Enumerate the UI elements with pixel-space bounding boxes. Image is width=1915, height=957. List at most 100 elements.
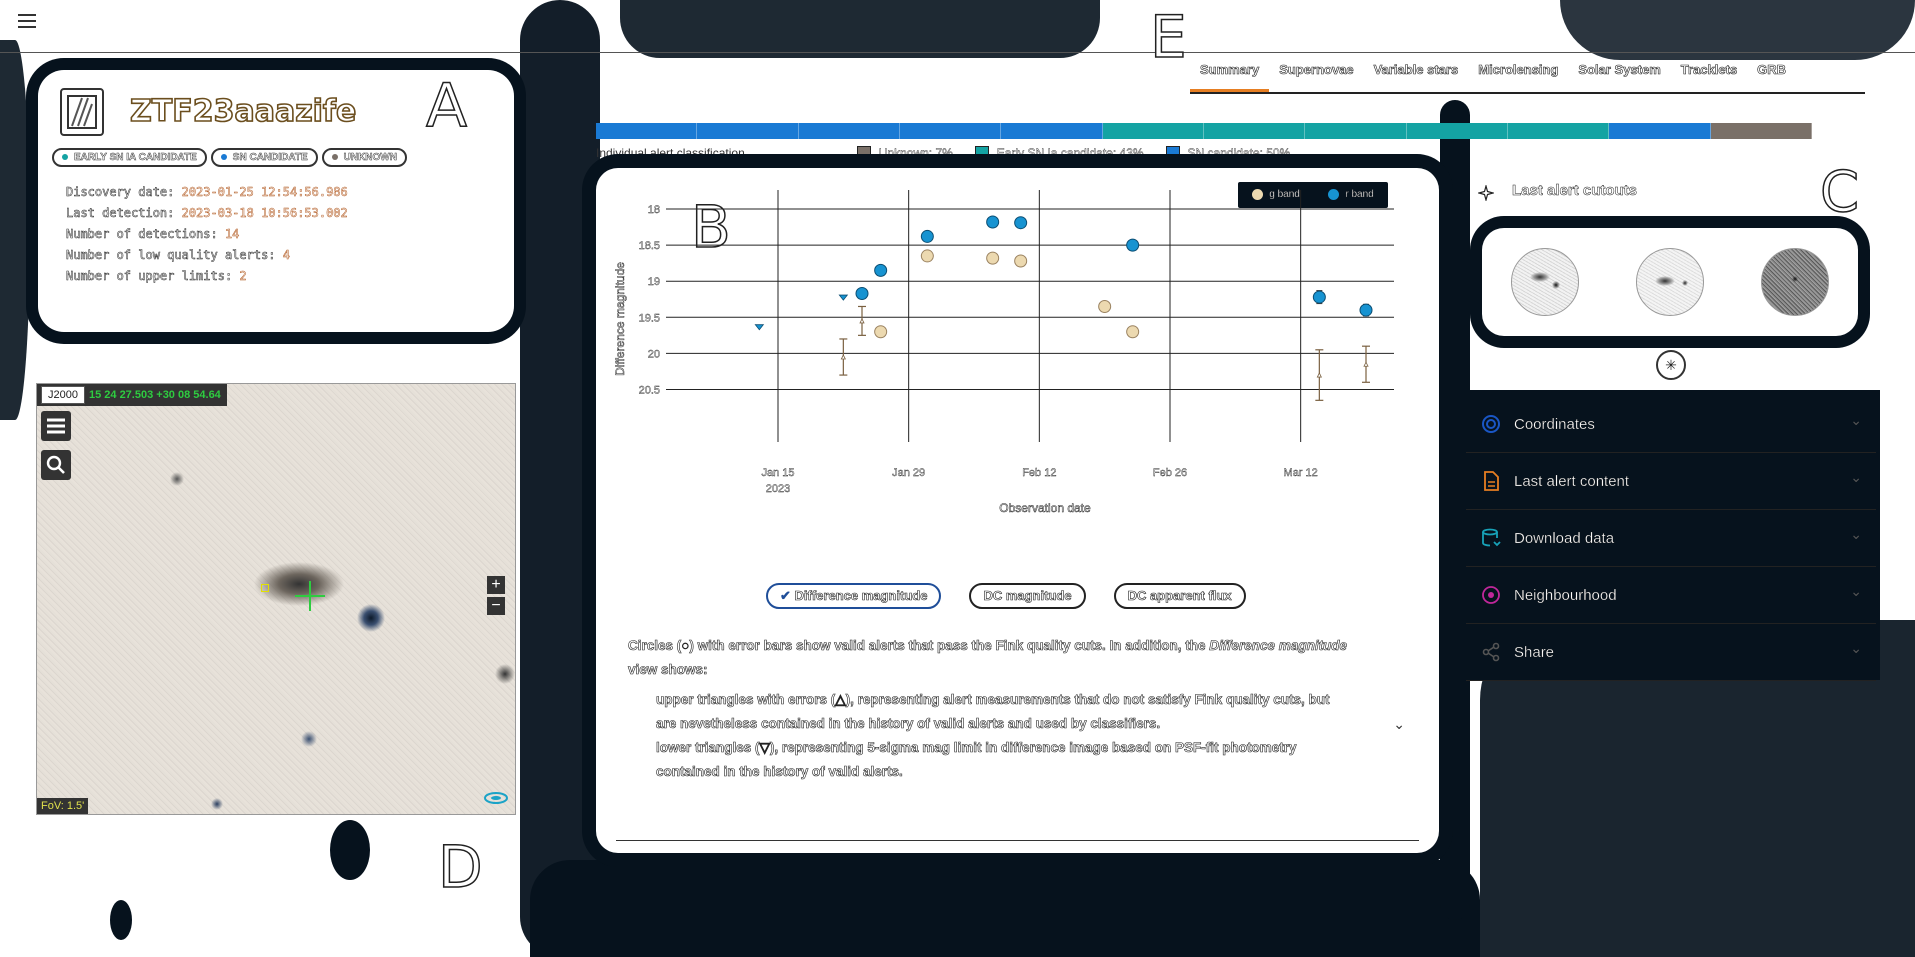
classification-segment[interactable]	[596, 123, 698, 139]
classification-segment[interactable]	[899, 123, 1002, 139]
tab-variable-stars[interactable]: Variable stars	[1373, 62, 1459, 78]
classification-segment[interactable]	[1102, 123, 1204, 139]
template-cutout[interactable]	[1635, 248, 1704, 316]
mode-button-label: DC apparent flux	[1127, 588, 1232, 604]
classification-segment[interactable]	[1305, 123, 1407, 139]
zoom-out-button[interactable]: −	[487, 597, 505, 615]
accordion-share[interactable]: Share ⌄	[1466, 624, 1876, 681]
info-key: Number of upper limits:	[66, 269, 240, 284]
classification-segment[interactable]	[1406, 123, 1508, 139]
mode-button-difference-magnitude[interactable]: ✔ Difference magnitude	[766, 583, 942, 609]
classification-bar	[596, 123, 1812, 139]
divider	[616, 840, 1419, 841]
zoom-in-button[interactable]: +	[487, 576, 505, 594]
y-tick-label: 20.5	[639, 385, 660, 397]
tab-grb[interactable]: GRB	[1757, 62, 1787, 78]
info-value: 2023-01-25 12:54:56.986	[181, 185, 348, 200]
x-tick-label: Feb 12	[1022, 467, 1056, 479]
x-tick-year: 2023	[766, 483, 790, 495]
chevron-down-icon[interactable]: ⌄	[1393, 716, 1405, 732]
accordion-last-alert-content[interactable]: Last alert content ⌄	[1466, 453, 1876, 510]
x-tick-label: Jan 15	[761, 467, 794, 479]
y-tick-label: 19.5	[639, 312, 660, 324]
tab-tracklets[interactable]: Tracklets	[1680, 62, 1738, 78]
classification-badge: EARLY SN IA CANDIDATE	[52, 148, 207, 167]
lightcurve-chart[interactable]: 18 18.5 19 19.5 20 20.5 Jan 15 Jan 29 Feb 12 Feb …	[596, 168, 1439, 568]
badge-label: EARLY SN IA CANDIDATE	[74, 152, 197, 164]
search-icon	[46, 455, 65, 474]
share-icon	[1480, 641, 1502, 663]
accordion-download-data[interactable]: Download data ⌄	[1466, 510, 1876, 567]
science-cutout[interactable]	[1510, 248, 1579, 316]
view-mode-buttons: ✔ Difference magnitude DC magnitude DC app…	[766, 583, 1246, 609]
legend-label: g band	[1269, 189, 1300, 201]
classification-segment[interactable]	[1001, 123, 1103, 139]
description-bullet: lower triangles (▽), representing 5-sigm…	[656, 736, 1348, 784]
legend-label: Unknown: 7%	[878, 146, 953, 160]
coordinate-bar: J2000 15 24 27.503 +30 08 54.64	[37, 384, 227, 406]
description-intro: Circles (○) with error bars show valid a…	[628, 638, 1348, 678]
target-icon	[1480, 413, 1502, 435]
classification-label: Individual alert classification	[596, 146, 745, 160]
info-row: Number of detections: 14	[66, 224, 348, 245]
search-button[interactable]	[41, 450, 71, 480]
cursor-coordinates: 15 24 27.503 +30 08 54.64	[88, 389, 221, 401]
sky-viewer[interactable]: J2000 15 24 27.503 +30 08 54.64 + − FoV:…	[36, 383, 516, 815]
badge-label: UNKNOWN	[343, 152, 397, 164]
chevron-down-icon: ⌄	[1850, 583, 1862, 599]
tab-summary[interactable]: Summary	[1190, 58, 1270, 92]
layers-button[interactable]	[41, 411, 71, 441]
sky-image[interactable]	[37, 384, 515, 814]
lightcurve-description: Circles (○) with error bars show valid a…	[628, 634, 1348, 784]
source-marker-icon	[261, 584, 269, 592]
classification-segment[interactable]	[1203, 123, 1306, 139]
mode-button-dc-magnitude[interactable]: DC magnitude	[969, 583, 1086, 609]
classification-segment[interactable]	[1507, 123, 1610, 139]
accordion-backdrop	[1460, 390, 1880, 680]
info-row: Discovery date: 2023-01-25 12:54:56.986	[66, 182, 348, 203]
tab-microlensing[interactable]: Microlensing	[1478, 62, 1559, 78]
y-tick-label: 18.5	[639, 240, 660, 252]
legend-marker-icon	[1328, 189, 1340, 201]
equinox-select[interactable]: J2000	[41, 386, 85, 404]
classification-legend: Individual alert classification Unknown:…	[596, 144, 1812, 162]
legend-swatch	[856, 146, 871, 160]
x-tick-label: Mar 12	[1284, 467, 1318, 479]
classification-segment[interactable]	[1609, 123, 1711, 139]
hamburger-icon[interactable]	[18, 14, 36, 28]
classification-segment[interactable]	[798, 123, 900, 139]
accordion-coordinates[interactable]: Coordinates ⌄	[1466, 396, 1876, 453]
layers-icon	[47, 418, 65, 434]
data-point	[1359, 303, 1373, 317]
file-icon	[1480, 470, 1502, 492]
mode-button-label: Difference magnitude	[794, 588, 928, 604]
accordion-label: Neighbourhood	[1514, 586, 1617, 604]
legend-item[interactable]: r band	[1328, 189, 1374, 201]
upper-triangle-marker	[840, 354, 846, 360]
tab-supernovae[interactable]: Supernovae	[1279, 62, 1354, 78]
y-tick-label: 19	[648, 276, 660, 288]
legend-label: r band	[1345, 189, 1374, 201]
legend-marker-icon	[1252, 189, 1264, 201]
tab-solar-system[interactable]: Solar System	[1578, 62, 1661, 78]
difference-cutout[interactable]	[1761, 248, 1830, 316]
legend-item[interactable]: g band	[1252, 189, 1300, 201]
info-value: 14	[224, 227, 240, 242]
description-bullet: upper triangles with errors (△), represe…	[656, 688, 1348, 736]
data-point	[920, 229, 934, 243]
classification-badges: EARLY SN IA CANDIDATE SN CANDIDATE UNKNOWN	[52, 148, 407, 167]
data-point	[1014, 254, 1028, 268]
top-bar	[0, 0, 1915, 53]
cutout-settings-button[interactable]: ✳	[1656, 350, 1686, 380]
legend-swatch	[1165, 146, 1180, 160]
check-icon: ✔	[780, 588, 795, 603]
classification-badge: UNKNOWN	[321, 148, 407, 167]
accordion-neighbourhood[interactable]: Neighbourhood ⌄	[1466, 567, 1876, 624]
data-point	[874, 263, 888, 277]
classification-segment[interactable]	[1710, 123, 1812, 139]
info-value: 4	[282, 248, 290, 263]
classification-segment[interactable]	[697, 123, 799, 139]
mode-button-dc-apparent-flux[interactable]: DC apparent flux	[1113, 583, 1246, 609]
chevron-down-icon: ⌄	[1850, 526, 1862, 542]
target-crosshair-icon	[295, 581, 325, 611]
